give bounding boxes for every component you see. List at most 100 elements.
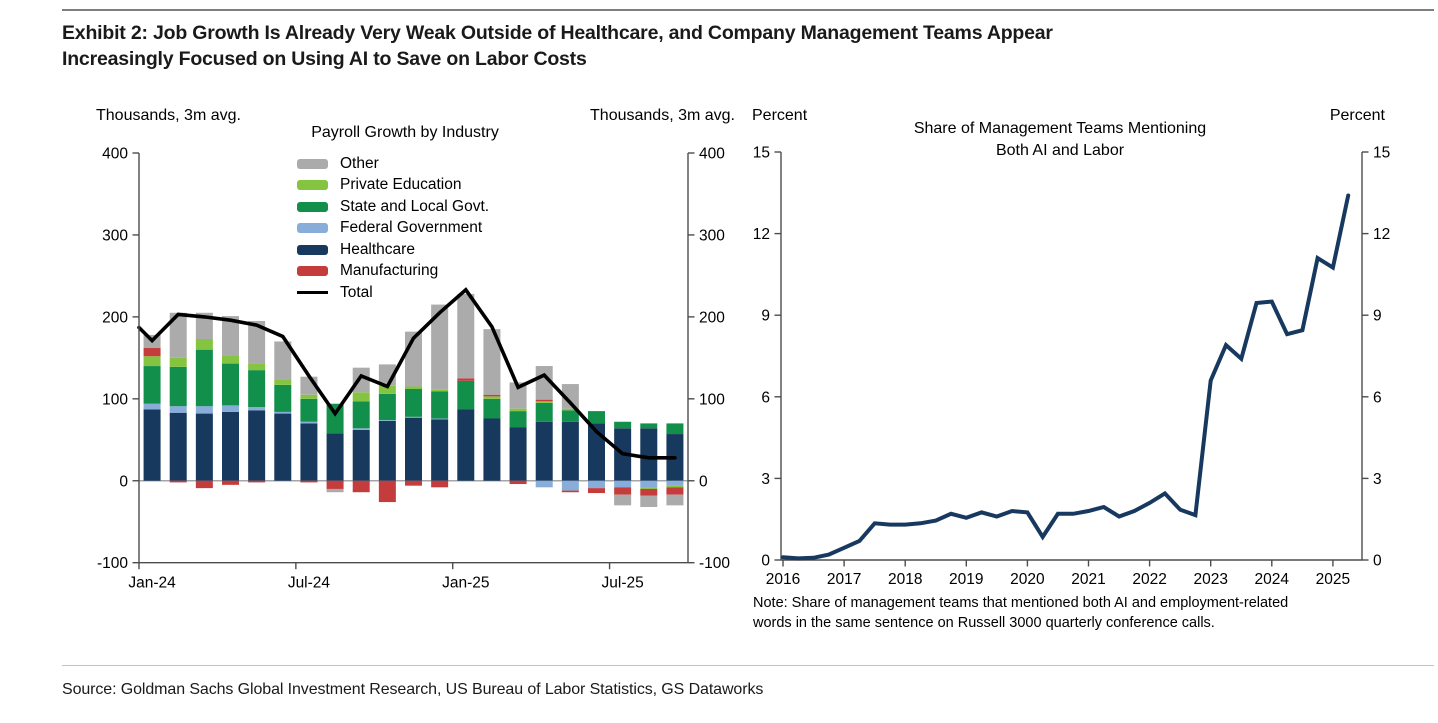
legend-item-label: Healthcare — [340, 240, 415, 258]
bar-segment — [588, 411, 605, 424]
bar-segment — [405, 416, 422, 418]
bar-segment — [431, 391, 449, 419]
bar-segment — [666, 423, 684, 435]
y-axis-tick-label: 9 — [1373, 308, 1382, 325]
left-chart-title: Payroll Growth by Industry — [311, 124, 499, 141]
bar-segment — [666, 485, 684, 488]
legend-item-private-education: Private Education — [297, 175, 489, 197]
bar-segment — [509, 411, 527, 428]
right-chart-title: Share of Management Teams Mentioning Bot… — [850, 118, 1270, 162]
y-axis-tick-label: 100 — [102, 391, 128, 408]
bar-segment — [169, 412, 187, 481]
x-axis-tick-label: 2017 — [827, 571, 861, 588]
bar-segment — [195, 480, 213, 489]
bar-segment — [457, 293, 475, 379]
bar-segment — [640, 428, 658, 481]
bar-segment — [222, 316, 239, 356]
bar-segment — [431, 418, 449, 420]
y-axis-tick-label: 12 — [1373, 226, 1390, 243]
right-chart-unit-right: Percent — [1329, 107, 1385, 124]
y-axis-tick-label: 300 — [699, 227, 725, 244]
bar-segment — [640, 487, 658, 489]
manufacturing-swatch-icon — [297, 266, 328, 277]
x-axis-tick-label: 2019 — [949, 571, 983, 588]
y-axis-tick-label: 0 — [761, 553, 770, 570]
bar-segment — [195, 312, 213, 340]
bar-segment — [666, 487, 684, 495]
bar-segment — [614, 421, 632, 429]
legend-item-label: Other — [340, 154, 379, 172]
bar-segment — [222, 405, 239, 412]
ai-labor-share-line — [781, 193, 1351, 561]
x-axis-tick-label: 2016 — [766, 571, 800, 588]
y-axis-tick-label: -100 — [97, 555, 128, 572]
bar-segment — [300, 398, 318, 422]
bar-segment — [143, 403, 161, 410]
bar-segment — [561, 480, 579, 491]
bar-segment — [405, 417, 422, 481]
bar-segment — [535, 366, 553, 400]
bar-segment — [352, 428, 370, 430]
bar-segment — [535, 421, 553, 481]
bar-segment — [535, 401, 553, 403]
bar-segment — [248, 480, 266, 483]
x-axis-tick-label: 2025 — [1316, 571, 1350, 588]
bar-segment — [509, 382, 527, 409]
bar-segment — [614, 487, 632, 495]
bar-segment — [561, 384, 579, 409]
bar-segment — [222, 355, 239, 364]
bar-segment — [352, 392, 370, 402]
bar-segment — [195, 406, 213, 414]
bar-segment — [222, 480, 239, 485]
x-axis-tick-label: 2021 — [1071, 571, 1105, 588]
other-swatch-icon — [297, 158, 328, 169]
page-title-line1: Exhibit 2: Job Growth Is Already Very We… — [62, 22, 1053, 44]
x-axis-tick-label: Jul-24 — [288, 575, 331, 592]
bar-segment — [378, 385, 396, 394]
page-title: Exhibit 2: Job Growth Is Already Very We… — [62, 20, 1242, 72]
y-axis-tick-label: -100 — [699, 555, 730, 572]
bar-segment — [378, 420, 396, 421]
axes — [132, 152, 695, 570]
source-line: Source: Goldman Sachs Global Investment … — [62, 681, 764, 698]
bar-segment — [535, 399, 553, 402]
bar-segment — [640, 480, 658, 488]
bar-segment — [222, 363, 239, 406]
bar-segment — [352, 480, 370, 493]
total-line-swatch-icon — [297, 291, 328, 295]
bar-segment — [483, 329, 501, 395]
bar-segment — [169, 406, 187, 413]
left-chart-unit-right: Thousands, 3m avg. — [590, 107, 735, 124]
bar-segment — [274, 341, 292, 380]
bar-segment — [195, 413, 213, 481]
healthcare-swatch-icon — [297, 244, 328, 255]
y-axis-tick-label: 400 — [102, 146, 128, 163]
legend-item-federal-government: Federal Government — [297, 218, 489, 240]
chart-note-line1: Note: Share of management teams that men… — [753, 595, 1289, 611]
federal-government-swatch-icon — [297, 223, 328, 234]
y-axis-tick-label: 0 — [119, 473, 128, 490]
bar-segment — [431, 389, 449, 392]
state-local-govt-swatch-icon — [297, 201, 328, 212]
bar-segment — [248, 410, 266, 481]
bar-segment — [352, 367, 370, 393]
y-axis-tick-label: 12 — [753, 226, 770, 243]
bar-segment — [561, 421, 579, 481]
y-axis-tick-label: 15 — [1373, 145, 1390, 162]
y-axis-tick-label: 6 — [1373, 389, 1382, 406]
bar-segment — [509, 427, 527, 481]
bar-segment — [352, 401, 370, 429]
bar-segment — [588, 488, 605, 494]
bar-segment — [274, 413, 292, 481]
bar-segment — [431, 419, 449, 481]
y-axis-tick-label: 0 — [1373, 553, 1382, 570]
bar-segment — [561, 490, 579, 493]
bar-segment — [169, 480, 187, 483]
chart-note: Note: Share of management teams that men… — [753, 594, 1403, 633]
right-chart-unit-left: Percent — [752, 107, 808, 124]
y-axis-tick-label: 200 — [102, 309, 128, 326]
y-axis-tick-label: 9 — [761, 308, 770, 325]
bar-segment — [640, 488, 658, 496]
x-axis-tick-label: 2024 — [1255, 571, 1290, 588]
